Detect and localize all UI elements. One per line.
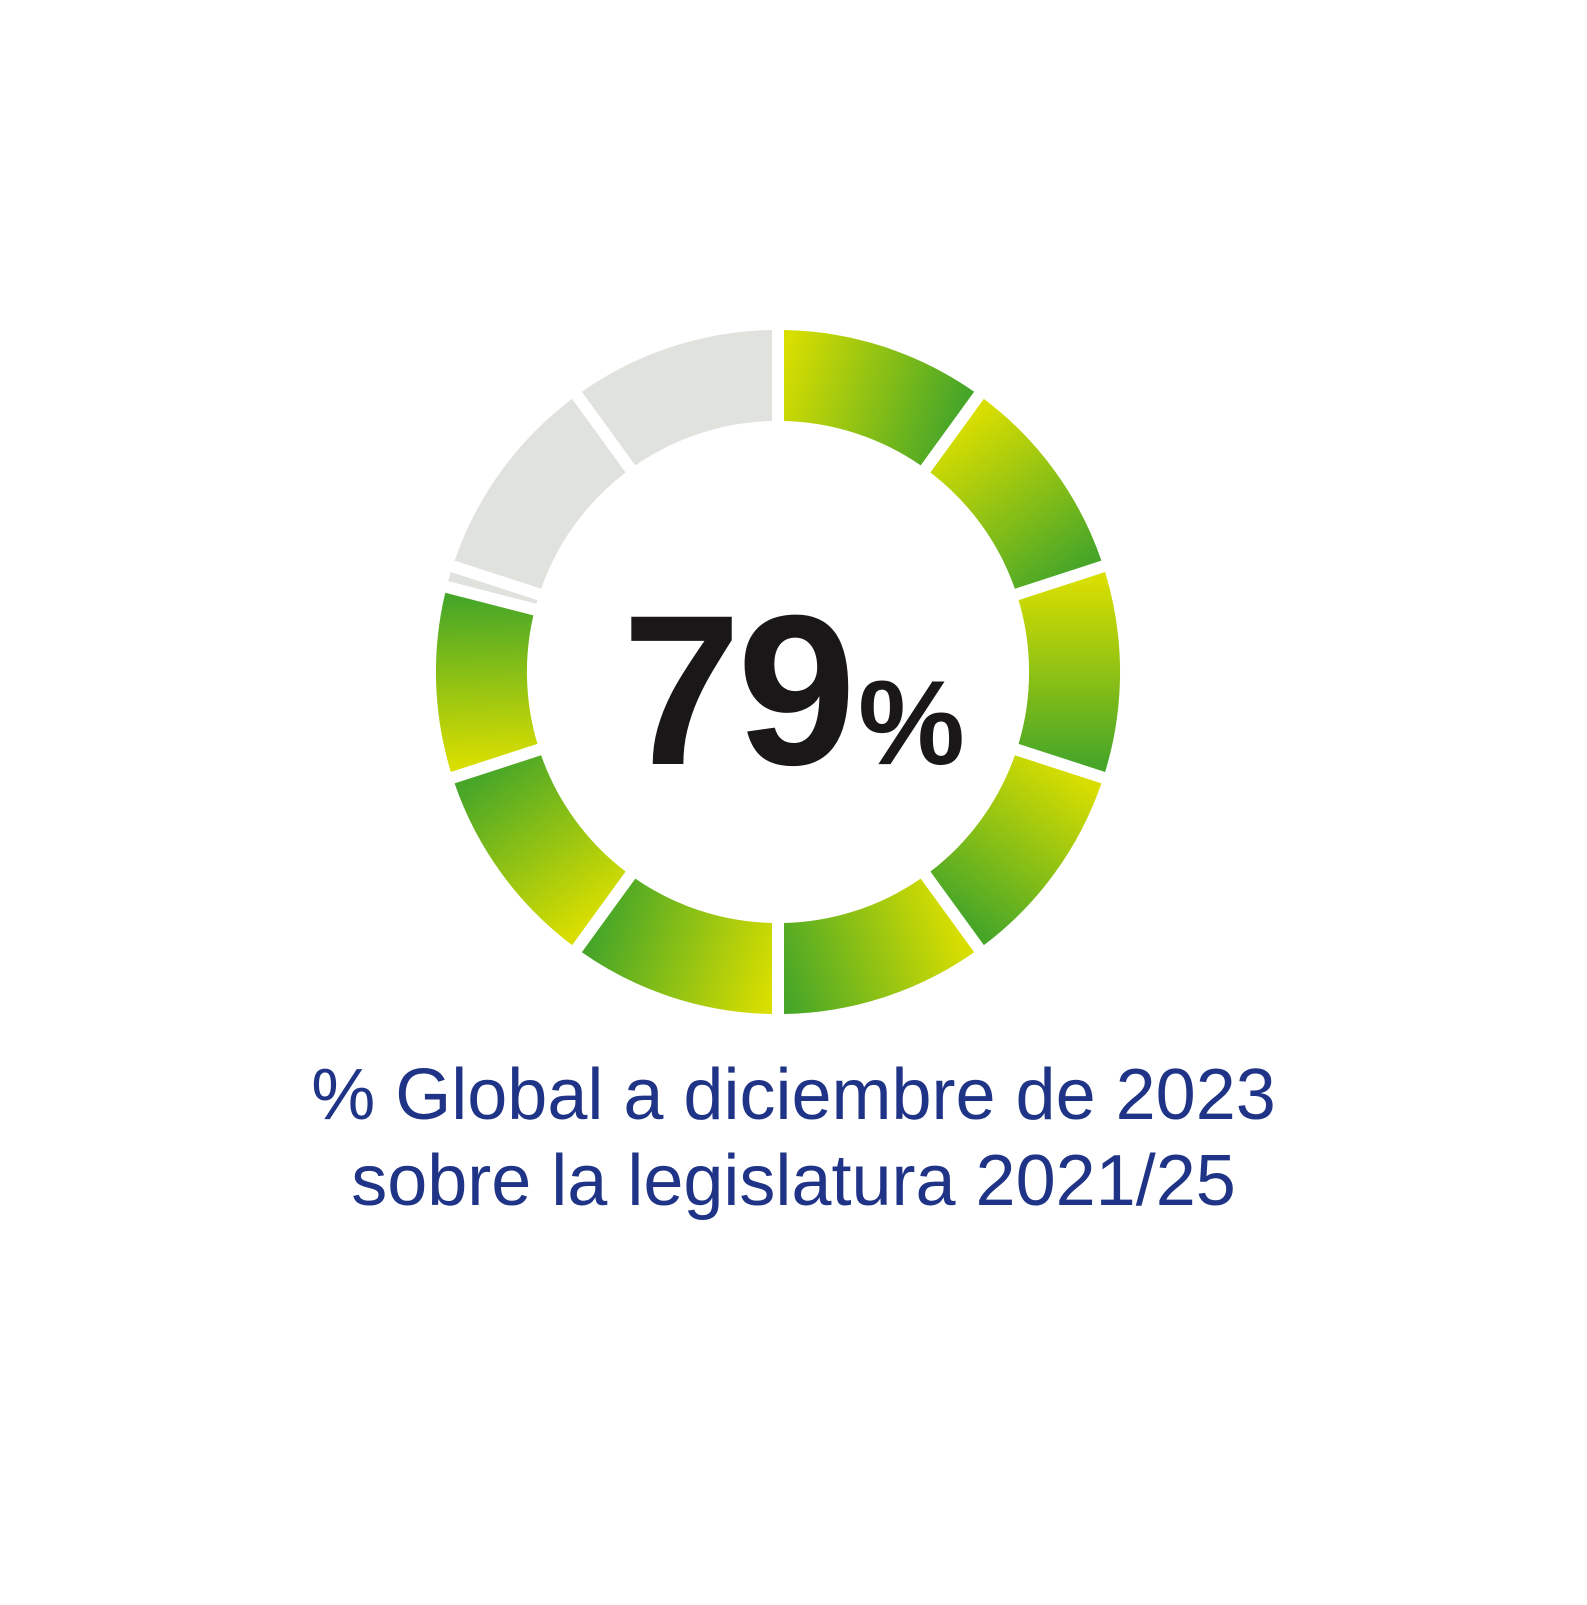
chart-caption: % Global a diciembre de 2023 sobre la le…: [0, 1052, 1587, 1224]
filled-segment-3: [1018, 572, 1121, 772]
filled-segment-7: [454, 755, 626, 946]
caption-line-2: sobre la legislatura 2021/25: [351, 1141, 1236, 1221]
filled-segment-5: [784, 878, 975, 1014]
filled-segment-4: [930, 755, 1102, 946]
remaining-segment-10: [581, 330, 772, 466]
center-value: 79%: [0, 584, 1587, 798]
percent-value: 79: [622, 571, 856, 810]
donut-segments: [435, 330, 1121, 1014]
remaining-segment-9: [454, 398, 626, 589]
remaining-segment-8: [448, 572, 538, 604]
percent-sign: %: [858, 656, 965, 790]
filled-segment-1: [784, 330, 975, 466]
filled-segment-6: [581, 878, 772, 1014]
filled-segment-8: [435, 592, 538, 772]
filled-segment-2: [930, 398, 1102, 589]
caption-line-1: % Global a diciembre de 2023: [311, 1055, 1276, 1135]
